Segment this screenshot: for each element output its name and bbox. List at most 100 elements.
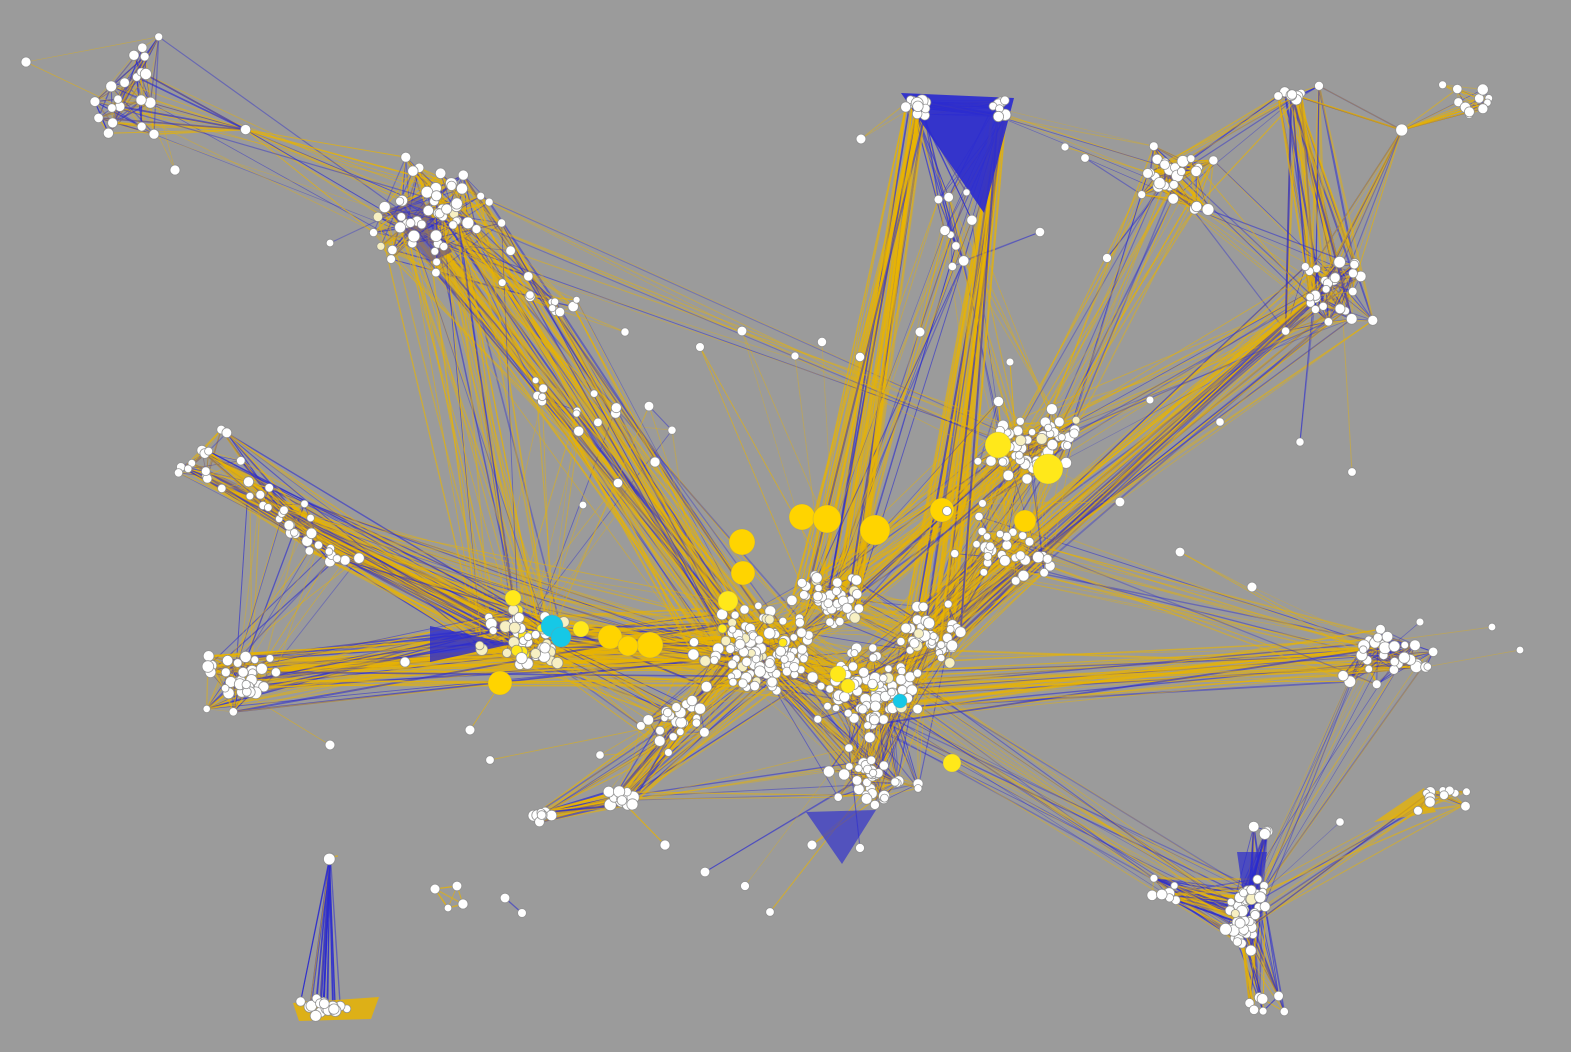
graph-edge [329, 856, 341, 1007]
graph-edge [112, 122, 402, 218]
graph-edge [418, 167, 483, 650]
graph-edge [1244, 645, 1365, 921]
graph-edge [887, 677, 1245, 922]
graph-edge [98, 117, 142, 128]
graph-edge [1049, 182, 1161, 435]
graph-edge [837, 113, 918, 591]
graph-edge [392, 249, 437, 263]
graph-edge [919, 234, 952, 333]
graph-edge [873, 647, 1386, 659]
graph-edge [1207, 160, 1215, 210]
graph-edge [1244, 657, 1405, 904]
graph-edge [978, 516, 1386, 649]
graph-edge [1317, 85, 1328, 290]
graph-edge [1254, 681, 1351, 914]
graph-edge [245, 550, 310, 658]
graph-edge [413, 235, 558, 664]
graph-edge [550, 431, 580, 630]
graph-edge [391, 167, 420, 251]
graph-edge [1159, 182, 1316, 310]
graph-edge [208, 450, 241, 462]
graph-edge [1241, 644, 1385, 925]
graph-edge [1005, 114, 1170, 171]
graph-edge [533, 703, 687, 817]
graph-edge [227, 557, 360, 662]
graph-edge [999, 108, 1154, 147]
graph-edge [948, 196, 1066, 446]
graph-edge [888, 659, 1411, 710]
graph-edge [25, 61, 121, 107]
graph-edge [806, 425, 1004, 597]
graph-edge [791, 502, 983, 601]
graph-edge [245, 129, 403, 202]
graph-edge [220, 429, 481, 646]
graph-edge [245, 128, 415, 237]
graph-edge [94, 55, 135, 102]
graph-edge [892, 572, 1045, 709]
graph-edge [1051, 145, 1155, 410]
graph-edge [1006, 544, 1416, 646]
graph-edge [1019, 176, 1156, 422]
graph-edge [191, 462, 249, 483]
graph-edge [245, 129, 406, 158]
graph-edge [877, 696, 887, 774]
graph-edge [1241, 651, 1434, 921]
graph-edge [1327, 280, 1335, 322]
graph-edge [320, 856, 332, 1013]
graph-edge [875, 715, 1243, 893]
graph-edge [110, 86, 143, 127]
graph-edge [1009, 321, 1329, 448]
graph-edge [1001, 186, 1159, 460]
graph-edge [227, 627, 521, 662]
graph-edge [1442, 84, 1483, 90]
graph-edge [188, 460, 241, 470]
graph-edge [405, 157, 429, 211]
graph-edge [554, 301, 626, 333]
graph-edge [248, 481, 506, 628]
graph-edge [119, 106, 437, 263]
graph-edge [442, 208, 556, 303]
graph-edge [1036, 279, 1334, 465]
graph-edge [204, 452, 565, 623]
graph-edge [1068, 290, 1354, 439]
graph-edge [1179, 551, 1364, 651]
graph-edge [948, 197, 951, 235]
graph-edge [250, 494, 261, 681]
graph-edge [872, 647, 1428, 668]
graph-edge [851, 454, 1047, 616]
graph-edge [1020, 171, 1182, 441]
graph-edge [462, 174, 756, 665]
graph-edge [1053, 160, 1214, 433]
graph-edge [211, 647, 551, 667]
graph-edge [535, 655, 669, 753]
graph-edge [1147, 91, 1286, 174]
graph-edge [227, 550, 310, 661]
graph-edge [206, 672, 227, 710]
graph-edge [440, 172, 733, 630]
graph-edge [544, 410, 578, 648]
graph-edge [455, 206, 490, 618]
graph-edge [409, 222, 751, 629]
graph-edge [141, 47, 176, 171]
graph-edge [880, 656, 1405, 693]
graph-edge [488, 201, 1027, 462]
graph-edge [862, 708, 1252, 952]
graph-edge [25, 36, 159, 63]
graph-edge [111, 107, 143, 128]
graph-edge [1401, 101, 1459, 131]
graph-edge [918, 319, 1374, 634]
graph-edge [446, 208, 1021, 441]
graph-edge [410, 222, 492, 624]
graph-edge [260, 494, 776, 635]
graph-edge [1353, 129, 1403, 265]
graph-edge [827, 705, 885, 800]
graph-edge [153, 36, 160, 135]
graph-edge [412, 222, 502, 244]
graph-edge [887, 562, 989, 679]
graph-edge [851, 260, 965, 616]
graph-edge [853, 717, 1264, 893]
graph-edge [210, 558, 338, 673]
